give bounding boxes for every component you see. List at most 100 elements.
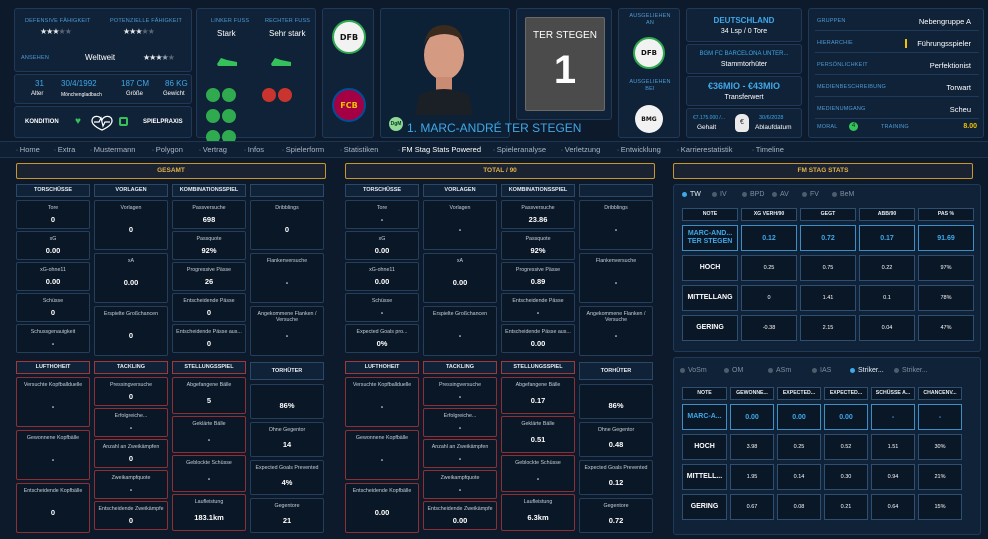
role-tab[interactable]: IAS: [812, 367, 831, 374]
table-cell: 0.94: [871, 464, 915, 490]
jersey-name: TER STEGEN: [533, 30, 597, 41]
table-header-cell: CHANCENV...: [918, 387, 962, 400]
jersey-number: 1: [553, 48, 577, 92]
stat-value: -: [285, 278, 289, 287]
table-row-label: HOCH: [682, 255, 738, 281]
stat-label: Abgefangene Bälle: [515, 382, 561, 388]
tab-mustermann[interactable]: ◦ Mustermann: [90, 145, 136, 154]
stat-box: xA 0.00: [423, 253, 497, 303]
weight-label: Gewicht: [163, 91, 185, 97]
role-tab[interactable]: FV: [802, 191, 819, 198]
stat-label: Erspielte Großchancen: [103, 311, 159, 317]
table-cell: 0.21: [824, 494, 868, 520]
player-name: 1. MARC-ANDRÉ TER STEGEN: [407, 121, 582, 135]
stat-box: Passquote 92%: [501, 231, 575, 260]
tab-entwicklung[interactable]: ◦ Entwicklung: [617, 145, 661, 154]
stat-label: Geklärte Bälle: [192, 421, 226, 427]
role-tab[interactable]: BeM: [832, 191, 854, 198]
role-tab[interactable]: AV: [772, 191, 789, 198]
tab-home[interactable]: ◦ Home: [16, 145, 40, 154]
radio-icon: [772, 191, 777, 197]
age-label: Alter: [31, 91, 44, 97]
table-row-label: MARC-A...: [682, 404, 727, 430]
left-foot-label: Linker Fuß: [211, 18, 250, 24]
club-role: Stammtorhüter: [720, 61, 768, 68]
role-tab[interactable]: ASm: [768, 367, 791, 374]
stat-box: Dribblings -: [579, 200, 653, 250]
stat-label: Zweikampfquote: [440, 475, 480, 481]
tab-karrierestatistik[interactable]: ◦ Karrierestatistik: [677, 145, 733, 154]
loaned-from-label: Ausgeliehen bei: [629, 79, 671, 92]
role-tab[interactable]: Striker...: [850, 367, 884, 374]
home-icon: ◦: [16, 148, 20, 154]
stat-box: Erfolgreiche... -: [94, 408, 168, 437]
table-row-label: HOCH: [682, 434, 727, 460]
tab-polygon[interactable]: ◦ Polygon: [152, 145, 183, 154]
weight-value: 86 KG: [165, 79, 188, 88]
feet-card: Linker Fuß Rechter Fuß Stark Sehr stark: [196, 8, 316, 144]
table-header-cell: SCHÜSSE A...: [871, 387, 915, 400]
leader-marker: [905, 39, 907, 48]
stat-label: Entscheidende Pässe: [512, 298, 564, 304]
stat-box: Erspielte Großchancen -: [423, 306, 497, 356]
stat-box: Erspielte Großchancen 0: [94, 306, 168, 356]
stat-label: Entscheidende Pässe aus...: [505, 329, 571, 335]
tab-spieleranalyse[interactable]: ◦ Spieleranalyse: [493, 145, 546, 154]
height-value: 187 CM: [121, 79, 150, 88]
stat-label: Gewonnene Kopfbälle: [26, 435, 80, 441]
info-label: Medienumgang: [817, 106, 866, 112]
wage-value: €7.175.000 /...: [693, 115, 725, 121]
stat-label: Gewonnene Kopfbälle: [355, 435, 409, 441]
stat-box: Entscheidende Zweikämpfe 0.00: [423, 501, 497, 530]
stat-value: -: [51, 455, 55, 464]
table-cell: 78%: [918, 285, 974, 311]
info-row: Hierarchie Führungsspieler: [815, 35, 979, 53]
stat-value: 0: [284, 225, 290, 234]
tab-verletzung[interactable]: ◦ Verletzung: [561, 145, 601, 154]
info-value: Scheu: [949, 105, 971, 114]
role-tab[interactable]: BPD: [742, 191, 764, 198]
tab-vertrag[interactable]: ◦ Vertrag: [199, 145, 227, 154]
stat-label: Expected Goals Prevented: [584, 465, 648, 471]
tab-timeline[interactable]: ◦ Timeline: [752, 145, 784, 154]
stat-box: Schussgenauigkeit -: [16, 324, 90, 353]
stat-box: Schüsse -: [345, 293, 419, 322]
radio-icon: [850, 367, 855, 373]
tab-infos[interactable]: ◦ Infos: [244, 145, 265, 154]
wage-label: Gehalt: [697, 124, 717, 131]
table-cell: 0.22: [859, 255, 915, 281]
stat-value: 0.00: [374, 508, 390, 517]
tab-extra[interactable]: ◦ Extra: [54, 145, 76, 154]
stat-value: 0.89: [530, 276, 546, 286]
stat-value: -: [380, 402, 384, 411]
table-row-label: GERING: [682, 494, 727, 520]
stat-label: Tore: [376, 205, 388, 211]
player-badge: DgM: [389, 117, 403, 131]
role-tab[interactable]: VoSm: [680, 367, 707, 374]
loan-club-crest: DFB: [633, 37, 665, 69]
stat-box: Expected Goals Prevented 4%: [250, 460, 324, 495]
polygon-icon: ◦: [152, 148, 156, 154]
radio-icon: [802, 191, 807, 197]
table-cell: 0.67: [730, 494, 774, 520]
stat-value: 0: [206, 338, 212, 348]
role-tab[interactable]: Striker...: [894, 367, 928, 374]
stat-value: -: [129, 484, 133, 494]
role-tab[interactable]: IV: [712, 191, 727, 198]
loan-card: Ausgeliehen an DFB Ausgeliehen bei BMG: [618, 8, 680, 138]
stat-box: Anzahl an Zweikämpfen 0: [94, 439, 168, 468]
tab-spielerform[interactable]: ◦ Spielerform: [282, 145, 325, 154]
role-tab[interactable]: OM: [724, 367, 743, 374]
tab-statistiken[interactable]: ◦ Statistiken: [340, 145, 379, 154]
tab-fm-stag-stats[interactable]: ◦ FM Stag Stats Powered: [398, 145, 481, 154]
stat-label: Zweikampfquote: [111, 475, 151, 481]
stat-box: Abgefangene Bälle 0.17: [501, 377, 575, 414]
height-label: Größe: [126, 91, 144, 97]
money-bag-icon: €: [735, 114, 749, 132]
stat-value: -: [380, 307, 384, 317]
trait-icons-right: [261, 87, 301, 108]
transfer-value: €36MIO - €43MIO: [707, 81, 781, 91]
stat-value: -: [458, 484, 462, 494]
role-tab[interactable]: TW: [682, 191, 701, 198]
table-cell: 0.75: [800, 255, 856, 281]
